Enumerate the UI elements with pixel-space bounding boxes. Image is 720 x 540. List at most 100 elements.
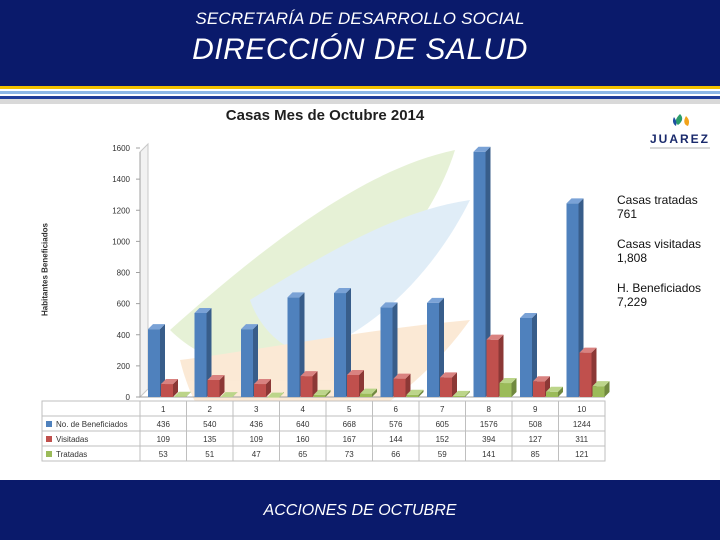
bar-top [520, 312, 537, 318]
x-tick-label: 1 [161, 405, 166, 414]
bar-front [207, 379, 220, 397]
bar-front [486, 339, 499, 397]
logo-text: JUAREZ [650, 132, 710, 146]
data-label: 576 [389, 420, 403, 429]
data-label: 508 [529, 420, 543, 429]
summary-value: 761 [617, 207, 638, 221]
data-label: 540 [203, 420, 217, 429]
bar-side [418, 389, 424, 397]
data-label: 85 [531, 450, 540, 459]
bar-front [380, 307, 393, 397]
bar [546, 386, 563, 397]
department-title: DIRECCIÓN DE SALUD [192, 33, 528, 66]
decorative-stripes [0, 86, 720, 104]
bar-front [300, 376, 313, 397]
bar-side [558, 386, 563, 397]
summary-casas-tratadas: Casas tratadas 761 [617, 193, 717, 221]
bar-top [267, 392, 284, 398]
bar-top [220, 392, 238, 398]
chart-title: Casas Mes de Octubre 2014 [225, 107, 425, 124]
bar-front [566, 203, 579, 397]
bar-side [405, 373, 411, 397]
bar-front [406, 394, 419, 397]
data-label: 311 [575, 435, 588, 444]
y-tick-label: 600 [117, 300, 131, 309]
bar-top [174, 391, 191, 397]
bar-top [406, 389, 424, 395]
summary-label: Casas tratadas [617, 193, 698, 207]
bar-top [486, 334, 504, 340]
bar-top [360, 388, 377, 394]
summary-casas-visitadas: Casas visitadas 1,808 [617, 237, 717, 265]
bar [174, 391, 191, 397]
x-tick-label: 8 [487, 405, 492, 414]
bar-side [578, 198, 584, 397]
bar-top [207, 374, 225, 380]
bar-top [473, 146, 491, 152]
data-label: 53 [159, 450, 168, 459]
x-tick-label: 9 [533, 405, 538, 414]
data-label: 59 [438, 450, 447, 459]
x-tick-label: 10 [577, 405, 586, 414]
summary-value: 7,229 [617, 295, 648, 309]
bar [241, 324, 258, 397]
bar-side [160, 324, 165, 397]
y-tick-label: 400 [117, 331, 131, 340]
bar-side [206, 307, 212, 397]
data-label: 668 [343, 420, 357, 429]
bar-front [499, 383, 512, 397]
y-tick-label: 1000 [112, 237, 130, 246]
header-banner [0, 0, 720, 86]
bar-top [148, 324, 165, 330]
bar-top [161, 379, 178, 385]
data-label: 66 [391, 450, 400, 459]
bar-side [312, 371, 318, 397]
bar-side [452, 372, 457, 397]
bar-side [511, 378, 517, 397]
bar-front [427, 302, 439, 397]
data-label: 394 [482, 435, 496, 444]
bar-top [194, 307, 212, 313]
summary-label: H. Beneficiados [617, 281, 702, 295]
bar [207, 374, 225, 397]
bar-front [592, 386, 605, 397]
bar [161, 379, 178, 397]
legend-swatch [46, 421, 52, 427]
bar-side [372, 388, 377, 397]
bar-front [334, 293, 346, 397]
data-label: 1576 [480, 420, 498, 429]
data-label: 436 [250, 420, 264, 429]
summary-label: Casas visitadas [617, 237, 702, 251]
plot-side-wall [139, 142, 149, 399]
legend-entry: No. de Beneficiados [56, 420, 128, 429]
bar-top [347, 370, 364, 376]
bar-front [533, 381, 545, 397]
bar [267, 392, 284, 398]
bar-side [346, 288, 351, 397]
x-tick-label: 5 [347, 405, 352, 414]
y-tick-label: 0 [126, 393, 131, 402]
y-tick-label: 200 [117, 362, 131, 371]
bar [287, 292, 305, 397]
bar-front [313, 394, 326, 397]
bar-front [287, 297, 300, 397]
bar [313, 389, 331, 397]
data-label: 65 [298, 450, 307, 459]
legend-swatch [46, 451, 52, 457]
bar-top [254, 379, 271, 385]
bar-top [300, 371, 318, 377]
bar-side [532, 312, 537, 397]
bar-top [287, 292, 305, 298]
bar-side [186, 391, 191, 397]
data-label: 73 [345, 450, 354, 459]
bar [592, 381, 610, 397]
y-tick-label: 1600 [112, 144, 130, 153]
bar-top [453, 390, 470, 396]
data-label: 1244 [573, 420, 591, 429]
bar-front [520, 317, 532, 397]
bar [520, 312, 537, 397]
bar-front [161, 384, 173, 397]
legend-swatch [46, 436, 52, 442]
bar-side [253, 324, 258, 397]
bar [334, 288, 351, 397]
